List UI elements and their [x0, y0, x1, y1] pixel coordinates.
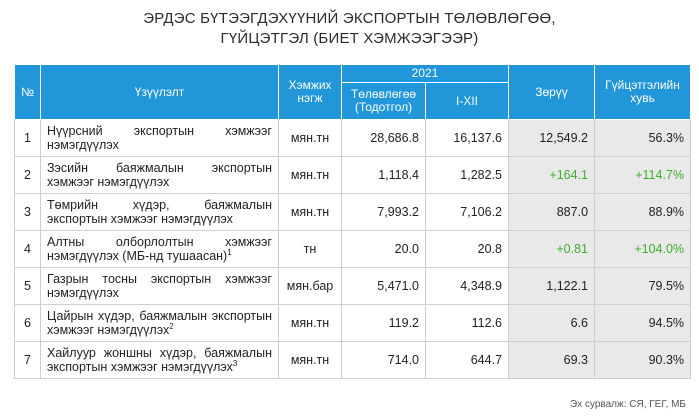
row-rate: 88.9%: [594, 193, 692, 231]
row-rate: 56.3%: [594, 119, 692, 157]
row-actual: 16,137.6: [424, 119, 510, 157]
row-plan: 20.0: [341, 230, 426, 268]
row-actual: 7,106.2: [424, 193, 510, 231]
row-unit: мян.тн: [278, 156, 342, 194]
row-rate: 90.3%: [594, 341, 692, 379]
page-title: ЭРДЭС БҮТЭЭГДЭХҮҮНИЙ ЭКСПОРТЫН ТӨЛӨВЛӨГӨ…: [0, 9, 699, 49]
row-indicator: Хайлуур жоншны хүдэр, баяжмалын экспорты…: [40, 341, 279, 379]
row-indicator: Газрын тосны экспортын хэмжээг нэмэгдүүл…: [40, 267, 279, 305]
table-row: 1 Нүүрсний экспортын хэмжээг нэмэгдүүлэх м…: [14, 119, 692, 157]
export-table: № Үзүүлэлт Хэмжих нэгж 2021 Зөрүү Гүйцэт…: [14, 64, 692, 379]
header-plan: Төлөвлөгөө (Тодотгол): [341, 82, 426, 120]
row-diff: 887.0: [508, 193, 596, 231]
row-plan: 119.2: [341, 304, 426, 342]
row-number: 2: [14, 156, 41, 194]
row-number: 4: [14, 230, 41, 268]
row-indicator: Цайрын хүдэр, баяжмалын экспортын хэмжээ…: [40, 304, 279, 342]
header-rate: Гүйцэтгэлийн хувь: [594, 64, 692, 120]
table-row: 7 Хайлуур жоншны хүдэр, баяжмалын экспорт…: [14, 341, 692, 379]
footnote-marker: 1: [227, 247, 232, 257]
row-unit: мян.тн: [278, 193, 342, 231]
row-unit: мян.тн: [278, 341, 342, 379]
row-indicator: Зэсийн баяжмалын экспортын хэмжээг нэмэг…: [40, 156, 279, 194]
row-number: 5: [14, 267, 41, 305]
row-indicator-text: Хайлуур жоншны хүдэр, баяжмалын экспорты…: [47, 346, 272, 374]
row-indicator-text: Алтны олборлолтын хэмжээг нэмэгдүүлэх (М…: [47, 235, 272, 263]
row-indicator-text: Нүүрсний экспортын хэмжээг нэмэгдүүлэх: [47, 124, 272, 152]
footnote-marker: 3: [232, 358, 238, 368]
row-diff: 69.3: [508, 341, 596, 379]
row-diff: +164.1: [508, 156, 596, 194]
row-plan: 1,118.4: [341, 156, 426, 194]
header-actual: I-XII: [424, 82, 510, 120]
title-line-1: ЭРДЭС БҮТЭЭГДЭХҮҮНИЙ ЭКСПОРТЫН ТӨЛӨВЛӨГӨ…: [143, 10, 556, 27]
row-plan: 28,686.8: [341, 119, 426, 157]
row-actual: 20.8: [424, 230, 510, 268]
row-actual: 644.7: [424, 341, 510, 379]
row-indicator-text: Төмрийн хүдэр, баяжмалын экспортын хэмжэ…: [47, 198, 272, 226]
row-diff: +0.81: [508, 230, 596, 268]
row-actual: 4,348.9: [424, 267, 510, 305]
row-rate: 79.5%: [594, 267, 692, 305]
row-indicator-text: Цайрын хүдэр, баяжмалын экспортын хэмжээ…: [47, 309, 272, 337]
row-actual: 1,282.5: [424, 156, 510, 194]
row-actual: 112.6: [424, 304, 510, 342]
row-rate: +104.0%: [594, 230, 692, 268]
row-number: 1: [14, 119, 41, 157]
table-row: 3 Төмрийн хүдэр, баяжмалын экспортын хэмж…: [14, 193, 692, 231]
row-indicator: Төмрийн хүдэр, баяжмалын экспортын хэмжэ…: [40, 193, 279, 231]
row-unit: тн: [278, 230, 342, 268]
row-number: 7: [14, 341, 41, 379]
header-year: 2021: [340, 64, 510, 83]
row-diff: 6.6: [508, 304, 596, 342]
header-no: №: [14, 64, 41, 120]
header-indicator: Үзүүлэлт: [40, 64, 279, 120]
source-note: Эх сурвалж: СЯ, ГЕГ, МБ: [570, 399, 686, 410]
row-unit: мян.тн: [278, 119, 342, 157]
title-line-2: ГҮЙЦЭТГЭЛ (БИЕТ ХЭМЖЭЭГЭЭР): [220, 30, 479, 47]
row-indicator-text: Зэсийн баяжмалын экспортын хэмжээг нэмэг…: [47, 161, 272, 189]
row-diff: 12,549.2: [508, 119, 596, 157]
row-rate: 94.5%: [594, 304, 692, 342]
row-number: 3: [14, 193, 41, 231]
row-plan: 714.0: [341, 341, 426, 379]
row-plan: 7,993.2: [341, 193, 426, 231]
row-plan: 5,471.0: [341, 267, 426, 305]
row-rate: +114.7%: [594, 156, 692, 194]
table-row: 2 Зэсийн баяжмалын экспортын хэмжээг нэмэ…: [14, 156, 692, 194]
row-indicator: Нүүрсний экспортын хэмжээг нэмэгдүүлэх: [40, 119, 279, 157]
row-unit: мян.бар: [278, 267, 342, 305]
header-diff: Зөрүү: [508, 64, 596, 120]
footnote-marker: 2: [169, 321, 174, 331]
row-unit: мян.тн: [278, 304, 342, 342]
table-row: 6 Цайрын хүдэр, баяжмалын экспортын хэмжэ…: [14, 304, 692, 342]
table-row: 5 Газрын тосны экспортын хэмжээг нэмэгдүү…: [14, 267, 692, 305]
row-indicator-text: Газрын тосны экспортын хэмжээг нэмэгдүүл…: [47, 272, 272, 300]
row-indicator: Алтны олборлолтын хэмжээг нэмэгдүүлэх (М…: [40, 230, 279, 268]
row-diff: 1,122.1: [508, 267, 596, 305]
row-number: 6: [14, 304, 41, 342]
header-unit: Хэмжих нэгж: [278, 64, 342, 120]
table-row: 4 Алтны олборлолтын хэмжээг нэмэгдүүлэх (…: [14, 230, 692, 268]
